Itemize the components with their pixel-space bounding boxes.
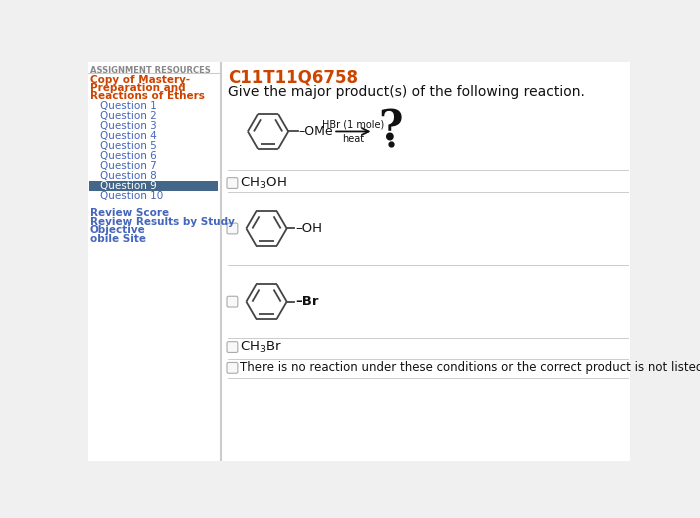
FancyBboxPatch shape — [227, 363, 238, 373]
Text: C11T11Q6758: C11T11Q6758 — [228, 68, 358, 87]
FancyBboxPatch shape — [227, 342, 238, 352]
Text: –Br: –Br — [295, 295, 318, 308]
Text: –OMe: –OMe — [298, 125, 333, 138]
Text: Question 3: Question 3 — [100, 121, 157, 131]
Text: Question 9: Question 9 — [100, 181, 157, 191]
Text: ?: ? — [378, 107, 402, 149]
Text: –OH: –OH — [295, 222, 322, 235]
Text: Give the major product(s) of the following reaction.: Give the major product(s) of the followi… — [228, 85, 584, 99]
Text: Question 7: Question 7 — [100, 161, 157, 171]
Text: Question 1: Question 1 — [100, 100, 157, 111]
FancyBboxPatch shape — [88, 62, 220, 461]
FancyBboxPatch shape — [227, 223, 238, 234]
Text: Preparation and: Preparation and — [90, 83, 186, 93]
Text: Question 6: Question 6 — [100, 151, 157, 161]
Text: Copy of Mastery-: Copy of Mastery- — [90, 75, 190, 85]
Text: Reactions of Ethers: Reactions of Ethers — [90, 91, 204, 100]
Text: HBr (1 mole): HBr (1 mole) — [322, 120, 384, 130]
Text: heat: heat — [342, 134, 365, 144]
Text: obile Site: obile Site — [90, 234, 146, 244]
Text: Question 4: Question 4 — [100, 131, 157, 141]
Text: Question 2: Question 2 — [100, 111, 157, 121]
Text: Question 10: Question 10 — [100, 191, 163, 201]
FancyBboxPatch shape — [89, 181, 218, 191]
FancyBboxPatch shape — [227, 296, 238, 307]
Text: CH$_3$OH: CH$_3$OH — [240, 176, 287, 191]
Text: CH$_3$Br: CH$_3$Br — [240, 339, 282, 355]
FancyBboxPatch shape — [227, 178, 238, 189]
Text: ASSIGNMENT RESOURCES: ASSIGNMENT RESOURCES — [90, 66, 211, 75]
Text: There is no reaction under these conditions or the correct product is not listed: There is no reaction under these conditi… — [240, 362, 700, 375]
Text: Question 5: Question 5 — [100, 141, 157, 151]
FancyBboxPatch shape — [222, 62, 630, 461]
Text: Question 8: Question 8 — [100, 171, 157, 181]
Text: Objective: Objective — [90, 225, 146, 235]
Text: Review Results by Study: Review Results by Study — [90, 217, 234, 227]
Text: Review Score: Review Score — [90, 208, 169, 218]
